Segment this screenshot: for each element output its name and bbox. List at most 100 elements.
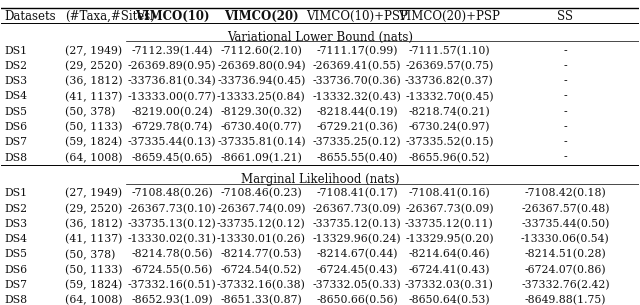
Text: -8214.67(0.44): -8214.67(0.44) xyxy=(316,249,397,260)
Text: DS2: DS2 xyxy=(4,204,28,213)
Text: (59, 1824): (59, 1824) xyxy=(65,137,122,148)
Text: DS1: DS1 xyxy=(4,188,28,198)
Text: -8219.00(0.24): -8219.00(0.24) xyxy=(131,107,213,117)
Text: -7108.42(0.18): -7108.42(0.18) xyxy=(524,188,606,199)
Text: DS4: DS4 xyxy=(4,92,28,102)
Text: -8652.93(1.09): -8652.93(1.09) xyxy=(131,295,213,305)
Text: (29, 2520): (29, 2520) xyxy=(65,204,122,214)
Text: -7108.48(0.26): -7108.48(0.26) xyxy=(131,188,213,199)
Text: (59, 1824): (59, 1824) xyxy=(65,280,122,290)
Text: (50, 378): (50, 378) xyxy=(65,249,115,260)
Text: -8650.66(0.56): -8650.66(0.56) xyxy=(316,295,398,305)
Text: -: - xyxy=(563,137,567,147)
Text: -26367.73(0.09): -26367.73(0.09) xyxy=(313,204,401,214)
Text: DS1: DS1 xyxy=(4,46,28,56)
Text: -33735.12(0.12): -33735.12(0.12) xyxy=(217,219,306,229)
Text: -7111.17(0.99): -7111.17(0.99) xyxy=(316,46,397,56)
Text: SS: SS xyxy=(557,10,573,23)
Text: VIMCO(20)+PSP: VIMCO(20)+PSP xyxy=(399,10,500,23)
Text: -13329.96(0.24): -13329.96(0.24) xyxy=(313,234,401,244)
Text: (36, 1812): (36, 1812) xyxy=(65,76,123,87)
Text: -6724.07(0.86): -6724.07(0.86) xyxy=(525,265,606,275)
Text: -37335.81(0.14): -37335.81(0.14) xyxy=(217,137,306,148)
Text: -8214.51(0.28): -8214.51(0.28) xyxy=(524,249,606,260)
Text: DS2: DS2 xyxy=(4,61,28,71)
Text: (27, 1949): (27, 1949) xyxy=(65,46,122,56)
Text: Datasets: Datasets xyxy=(4,10,56,23)
Text: -8214.64(0.46): -8214.64(0.46) xyxy=(408,249,490,260)
Text: -7108.46(0.23): -7108.46(0.23) xyxy=(221,188,302,199)
Text: Marginal Likelihood (nats): Marginal Likelihood (nats) xyxy=(241,173,399,186)
Text: -37332.16(0.38): -37332.16(0.38) xyxy=(217,280,306,290)
Text: -13333.00(0.77): -13333.00(0.77) xyxy=(128,92,216,102)
Text: -33736.82(0.37): -33736.82(0.37) xyxy=(405,76,493,87)
Text: -37332.16(0.51): -37332.16(0.51) xyxy=(128,280,216,290)
Text: VIMCO(10)+PSP: VIMCO(10)+PSP xyxy=(306,10,408,23)
Text: -37335.44(0.13): -37335.44(0.13) xyxy=(128,137,216,148)
Text: -37332.03(0.31): -37332.03(0.31) xyxy=(405,280,494,290)
Text: (41, 1137): (41, 1137) xyxy=(65,234,122,245)
Text: VIMCO(10): VIMCO(10) xyxy=(135,10,209,23)
Text: DS6: DS6 xyxy=(4,265,28,274)
Text: -8659.45(0.65): -8659.45(0.65) xyxy=(131,152,213,163)
Text: -7108.41(0.16): -7108.41(0.16) xyxy=(408,188,490,199)
Text: (#Taxa,#Sites): (#Taxa,#Sites) xyxy=(65,10,155,23)
Text: -33735.12(0.11): -33735.12(0.11) xyxy=(405,219,493,229)
Text: -8218.44(0.19): -8218.44(0.19) xyxy=(316,107,398,117)
Text: -7108.41(0.17): -7108.41(0.17) xyxy=(316,188,398,199)
Text: DS7: DS7 xyxy=(4,137,28,147)
Text: (27, 1949): (27, 1949) xyxy=(65,188,122,199)
Text: DS5: DS5 xyxy=(4,107,28,117)
Text: Variational Lower Bound (nats): Variational Lower Bound (nats) xyxy=(227,30,413,43)
Text: -37332.76(2.42): -37332.76(2.42) xyxy=(521,280,610,290)
Text: -: - xyxy=(563,76,567,86)
Text: -: - xyxy=(563,61,567,71)
Text: VIMCO(20): VIMCO(20) xyxy=(224,10,299,23)
Text: -13330.01(0.26): -13330.01(0.26) xyxy=(217,234,306,244)
Text: -33735.13(0.12): -33735.13(0.12) xyxy=(128,219,216,229)
Text: -8214.77(0.53): -8214.77(0.53) xyxy=(221,249,302,260)
Text: DS4: DS4 xyxy=(4,234,28,244)
Text: DS6: DS6 xyxy=(4,122,28,132)
Text: -26369.89(0.95): -26369.89(0.95) xyxy=(128,61,216,71)
Text: -6724.45(0.43): -6724.45(0.43) xyxy=(316,265,397,275)
Text: (50, 1133): (50, 1133) xyxy=(65,122,123,132)
Text: -7112.60(2.10): -7112.60(2.10) xyxy=(220,46,302,56)
Text: -8651.33(0.87): -8651.33(0.87) xyxy=(221,295,302,305)
Text: -6730.40(0.77): -6730.40(0.77) xyxy=(221,122,302,132)
Text: -: - xyxy=(563,107,567,117)
Text: -26367.73(0.09): -26367.73(0.09) xyxy=(405,204,493,214)
Text: -6729.78(0.74): -6729.78(0.74) xyxy=(131,122,213,132)
Text: DS8: DS8 xyxy=(4,295,28,305)
Text: DS5: DS5 xyxy=(4,249,28,259)
Text: -26369.41(0.55): -26369.41(0.55) xyxy=(313,61,401,71)
Text: -8218.74(0.21): -8218.74(0.21) xyxy=(408,107,490,117)
Text: -6724.41(0.43): -6724.41(0.43) xyxy=(408,265,490,275)
Text: -8214.78(0.56): -8214.78(0.56) xyxy=(131,249,213,260)
Text: -33736.94(0.45): -33736.94(0.45) xyxy=(217,76,305,87)
Text: -: - xyxy=(563,46,567,56)
Text: -8655.96(0.52): -8655.96(0.52) xyxy=(408,152,490,163)
Text: -13330.02(0.31): -13330.02(0.31) xyxy=(127,234,217,244)
Text: -13332.70(0.45): -13332.70(0.45) xyxy=(405,92,493,102)
Text: -7112.39(1.44): -7112.39(1.44) xyxy=(131,46,213,56)
Text: -8661.09(1.21): -8661.09(1.21) xyxy=(220,152,302,163)
Text: -13330.06(0.54): -13330.06(0.54) xyxy=(521,234,610,244)
Text: -26369.80(0.94): -26369.80(0.94) xyxy=(217,61,306,71)
Text: -33735.44(0.50): -33735.44(0.50) xyxy=(521,219,609,229)
Text: -33735.12(0.13): -33735.12(0.13) xyxy=(312,219,401,229)
Text: -33736.81(0.34): -33736.81(0.34) xyxy=(128,76,216,87)
Text: DS7: DS7 xyxy=(4,280,28,290)
Text: -8650.64(0.53): -8650.64(0.53) xyxy=(408,295,490,305)
Text: -6724.54(0.52): -6724.54(0.52) xyxy=(221,265,302,275)
Text: DS8: DS8 xyxy=(4,152,28,163)
Text: -37332.05(0.33): -37332.05(0.33) xyxy=(312,280,401,290)
Text: -6730.24(0.97): -6730.24(0.97) xyxy=(408,122,490,132)
Text: -37335.52(0.15): -37335.52(0.15) xyxy=(405,137,493,148)
Text: -8129.30(0.32): -8129.30(0.32) xyxy=(220,107,302,117)
Text: -: - xyxy=(563,92,567,102)
Text: -33736.70(0.36): -33736.70(0.36) xyxy=(312,76,401,87)
Text: -13329.95(0.20): -13329.95(0.20) xyxy=(405,234,493,244)
Text: DS3: DS3 xyxy=(4,76,28,86)
Text: -37335.25(0.12): -37335.25(0.12) xyxy=(313,137,401,148)
